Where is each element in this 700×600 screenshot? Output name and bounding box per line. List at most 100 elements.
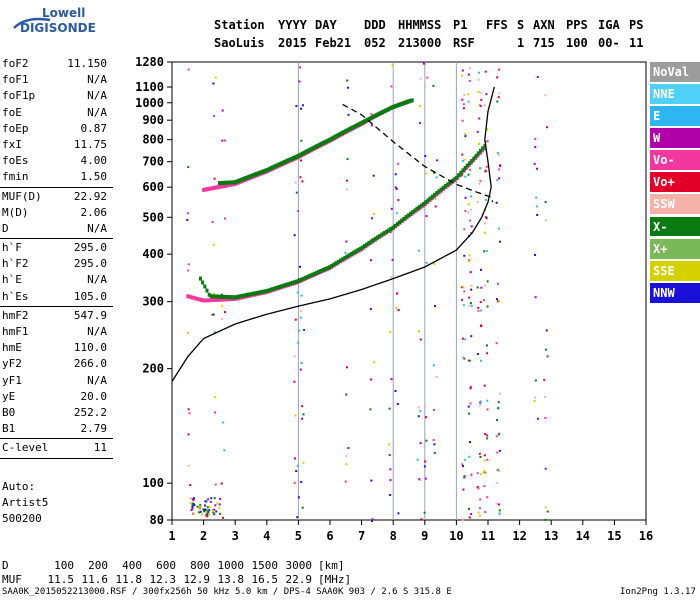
param-value: N/A	[87, 105, 107, 119]
noise-dot	[498, 67, 501, 70]
header-row2-cell: 213000	[398, 36, 442, 50]
param-label: yE	[2, 389, 16, 403]
noise-dot	[423, 511, 426, 514]
noise-dot	[394, 186, 397, 189]
distance-row: D 100 200 400 600 800 1000 1500 3000 [km]	[2, 559, 345, 572]
trace-point	[321, 268, 325, 273]
legend-item: W	[650, 128, 700, 149]
y-tick-label: 700	[142, 155, 164, 169]
muf-row-value: 11.8	[115, 573, 143, 586]
noise-dot	[497, 96, 500, 99]
trace-point	[417, 205, 421, 210]
noise-dot	[434, 205, 437, 208]
noise-dot	[417, 406, 420, 409]
noise-dot	[296, 291, 299, 294]
param-label: h`F	[2, 241, 22, 255]
param-value: N/A	[87, 373, 107, 387]
noise-dot	[499, 392, 502, 395]
noise-dot	[534, 296, 537, 299]
noise-dot	[496, 179, 499, 182]
trace-point	[242, 293, 246, 298]
param-row: h`Es 105.0	[0, 289, 113, 305]
noise-dot	[486, 408, 489, 411]
noise-dot	[495, 298, 498, 301]
header-row2-cell: Feb21	[315, 36, 352, 50]
noise-dot	[495, 201, 498, 204]
noise-dot	[468, 67, 471, 70]
param-label: foE	[2, 105, 22, 119]
trace-point	[314, 270, 318, 275]
noise-dot	[390, 378, 393, 381]
legend-item: X-	[650, 216, 700, 237]
noise-dot	[468, 254, 471, 257]
noise-dot	[220, 293, 223, 296]
param-value: 22.92	[73, 189, 107, 203]
logo-line2: DIGISONDE	[20, 21, 96, 35]
noise-dot	[546, 510, 549, 513]
header-row2-cell: RSF	[453, 36, 475, 50]
noise-dot	[223, 139, 226, 142]
noise-dot	[464, 209, 467, 212]
param-row: hmF2 547.9	[0, 308, 113, 324]
legend-item: E	[650, 106, 700, 127]
noise-dot	[189, 484, 192, 487]
param-label: MUF(D)	[2, 189, 42, 203]
noise-dot	[294, 318, 297, 321]
noise-dot	[372, 174, 375, 177]
trace-point	[249, 292, 253, 297]
trace-point	[208, 186, 212, 191]
param-value: N/A	[87, 73, 107, 87]
noise-dot	[389, 231, 392, 234]
muf-row-unit: [MHz]	[318, 573, 352, 586]
noise-dot	[462, 304, 465, 307]
noise-dot	[469, 359, 472, 362]
noise-dot	[187, 68, 190, 71]
trace-point	[463, 166, 467, 171]
noise-dot	[214, 76, 217, 79]
es-dot	[219, 512, 222, 515]
noise-dot	[486, 496, 489, 499]
header-row1-cell: Station	[214, 18, 265, 32]
noise-dot	[534, 137, 537, 140]
trace-point	[341, 257, 345, 262]
noise-dot	[301, 506, 304, 509]
noise-dot	[544, 467, 547, 470]
x-tick-label: 5	[295, 529, 302, 543]
trace-point	[328, 265, 332, 270]
noise-dot	[463, 93, 466, 96]
noise-dot	[467, 173, 470, 176]
noise-dot	[477, 91, 480, 94]
es-dot	[191, 503, 194, 506]
noise-dot	[534, 253, 537, 256]
trace-point	[459, 170, 463, 175]
param-separator	[0, 305, 113, 307]
trace-point	[225, 294, 229, 299]
trace-point	[454, 175, 458, 180]
noise-dot	[296, 318, 299, 321]
x-tick-label: 8	[390, 529, 397, 543]
trace-point	[367, 241, 371, 246]
trace-point	[319, 268, 323, 273]
noise-dot	[482, 299, 485, 302]
es-dot	[193, 504, 196, 507]
noise-dot	[479, 456, 482, 459]
trace-point	[236, 294, 240, 299]
noise-dot	[468, 296, 471, 299]
trace-point	[334, 261, 338, 266]
noise-dot	[424, 460, 427, 463]
noise-dot	[533, 162, 536, 165]
noise-dot	[397, 199, 400, 202]
noise-dot	[394, 390, 397, 393]
es-dot	[206, 506, 209, 509]
trace-point	[213, 297, 217, 302]
noise-dot	[480, 98, 483, 101]
noise-dot	[463, 475, 466, 478]
param-value: N/A	[87, 89, 107, 103]
x-tick-label: 15	[607, 529, 621, 543]
header-row2-cell: 100	[566, 36, 588, 50]
muf-row-label: MUF	[2, 573, 22, 586]
noise-dot	[461, 69, 464, 72]
noise-dot	[302, 461, 305, 464]
noise-dot	[369, 408, 372, 411]
trace-point	[356, 248, 360, 253]
